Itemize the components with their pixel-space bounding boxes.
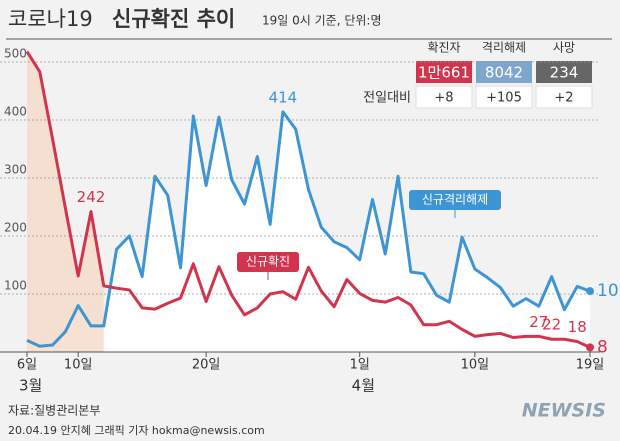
month-label: 3월 (19, 377, 42, 395)
x-tick-label: 1일 (350, 358, 370, 373)
summary-value: 234 (550, 64, 579, 82)
credit: 20.04.19 안지혜 그래픽 기자 hokma@newsis.com (8, 424, 265, 437)
y-tick-label: 100 (4, 279, 27, 293)
y-tick-label: 400 (4, 105, 27, 119)
data-label: 22 (542, 316, 561, 334)
subtitle: 19일 0시 기준, 단위:명 (262, 14, 382, 28)
x-tick-label: 6일 (17, 358, 37, 373)
early-shade (27, 51, 104, 353)
series-name: 신규격리해제 (422, 193, 488, 207)
summary-value: 1만661 (418, 64, 470, 82)
summary-box (476, 61, 532, 83)
source: 자료:질병관리본부 (8, 404, 100, 418)
x-tick-label: 20일 (192, 358, 221, 373)
data-label: 414 (269, 88, 298, 106)
series-name-box (409, 190, 501, 210)
line (26, 110, 591, 348)
title-prefix: 코로나19 (8, 7, 93, 31)
data-label: 242 (77, 188, 106, 206)
summary-change-box (475, 85, 533, 109)
summary-header: 확진자 (427, 41, 460, 55)
y-tick-label: 500 (4, 47, 27, 61)
summary-value: 8042 (485, 64, 523, 82)
chart-title: 신규확진 추이 (112, 7, 235, 31)
series-name: 신규확진 (246, 255, 290, 269)
month-label: 4월 (352, 377, 375, 395)
end-point (586, 343, 594, 352)
summary-row-label: 전일대비 (363, 91, 411, 106)
summary-change: +8 (434, 91, 453, 106)
logo: NEWSIS (522, 400, 606, 422)
summary-change-box (415, 85, 473, 109)
summary-header: 격리해제 (482, 41, 526, 55)
line (25, 50, 591, 349)
x-tick-label: 19일 (576, 358, 605, 373)
y-tick-label: 200 (4, 221, 27, 235)
x-tick-label: 10일 (461, 358, 490, 373)
summary-box (536, 61, 592, 83)
area-fill (27, 111, 590, 352)
y-tick-label: 300 (4, 163, 27, 177)
series-name-box (237, 252, 299, 272)
end-point (586, 287, 594, 296)
summary-change: +2 (554, 91, 573, 106)
x-tick-label: 10일 (64, 358, 93, 373)
data-label: 27 (529, 313, 548, 331)
summary-header: 사망 (553, 41, 575, 55)
summary-box (416, 61, 472, 83)
data-label: 105 (597, 281, 620, 301)
summary-change: +105 (486, 91, 522, 106)
summary-change-box (535, 85, 593, 109)
data-label: 18 (568, 318, 587, 336)
data-label: 8 (597, 337, 608, 357)
